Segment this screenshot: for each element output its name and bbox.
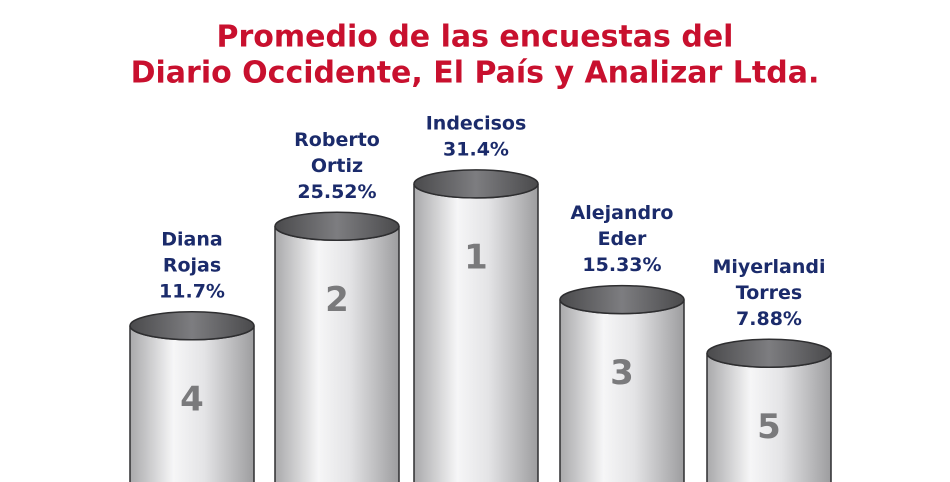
category-label: Ortiz <box>311 155 363 177</box>
chart-title: Diario Occidente, El País y Analizar Ltd… <box>131 56 820 91</box>
category-label: Alejandro <box>571 202 674 224</box>
category-label: Indecisos <box>426 112 527 134</box>
value-label: 25.52% <box>297 181 376 203</box>
rank-number: 4 <box>180 379 204 419</box>
category-label: Rojas <box>163 254 221 276</box>
category-label: Diana <box>161 228 222 250</box>
cylinder-top <box>413 169 539 199</box>
category-label: Eder <box>598 228 647 250</box>
rank-number: 1 <box>464 237 488 277</box>
cylinder-top <box>706 338 832 369</box>
value-label: 31.4% <box>443 138 509 160</box>
cylinder-top <box>559 284 685 315</box>
rank-number: 5 <box>757 407 781 447</box>
category-label: Roberto <box>294 129 380 151</box>
value-label: 7.88% <box>736 308 802 330</box>
value-label: 15.33% <box>582 254 661 276</box>
rank-number: 2 <box>325 280 349 320</box>
cylinder-body <box>274 226 400 482</box>
cylinder-body <box>413 183 539 482</box>
category-label: Miyerlandi <box>712 256 825 278</box>
chart-title: Promedio de las encuestas del <box>217 20 734 55</box>
rank-number: 3 <box>610 353 634 393</box>
cylinder-top <box>274 211 400 242</box>
value-label: 11.7% <box>159 280 225 302</box>
category-label: Torres <box>736 282 802 304</box>
cylinder-top <box>129 311 255 341</box>
